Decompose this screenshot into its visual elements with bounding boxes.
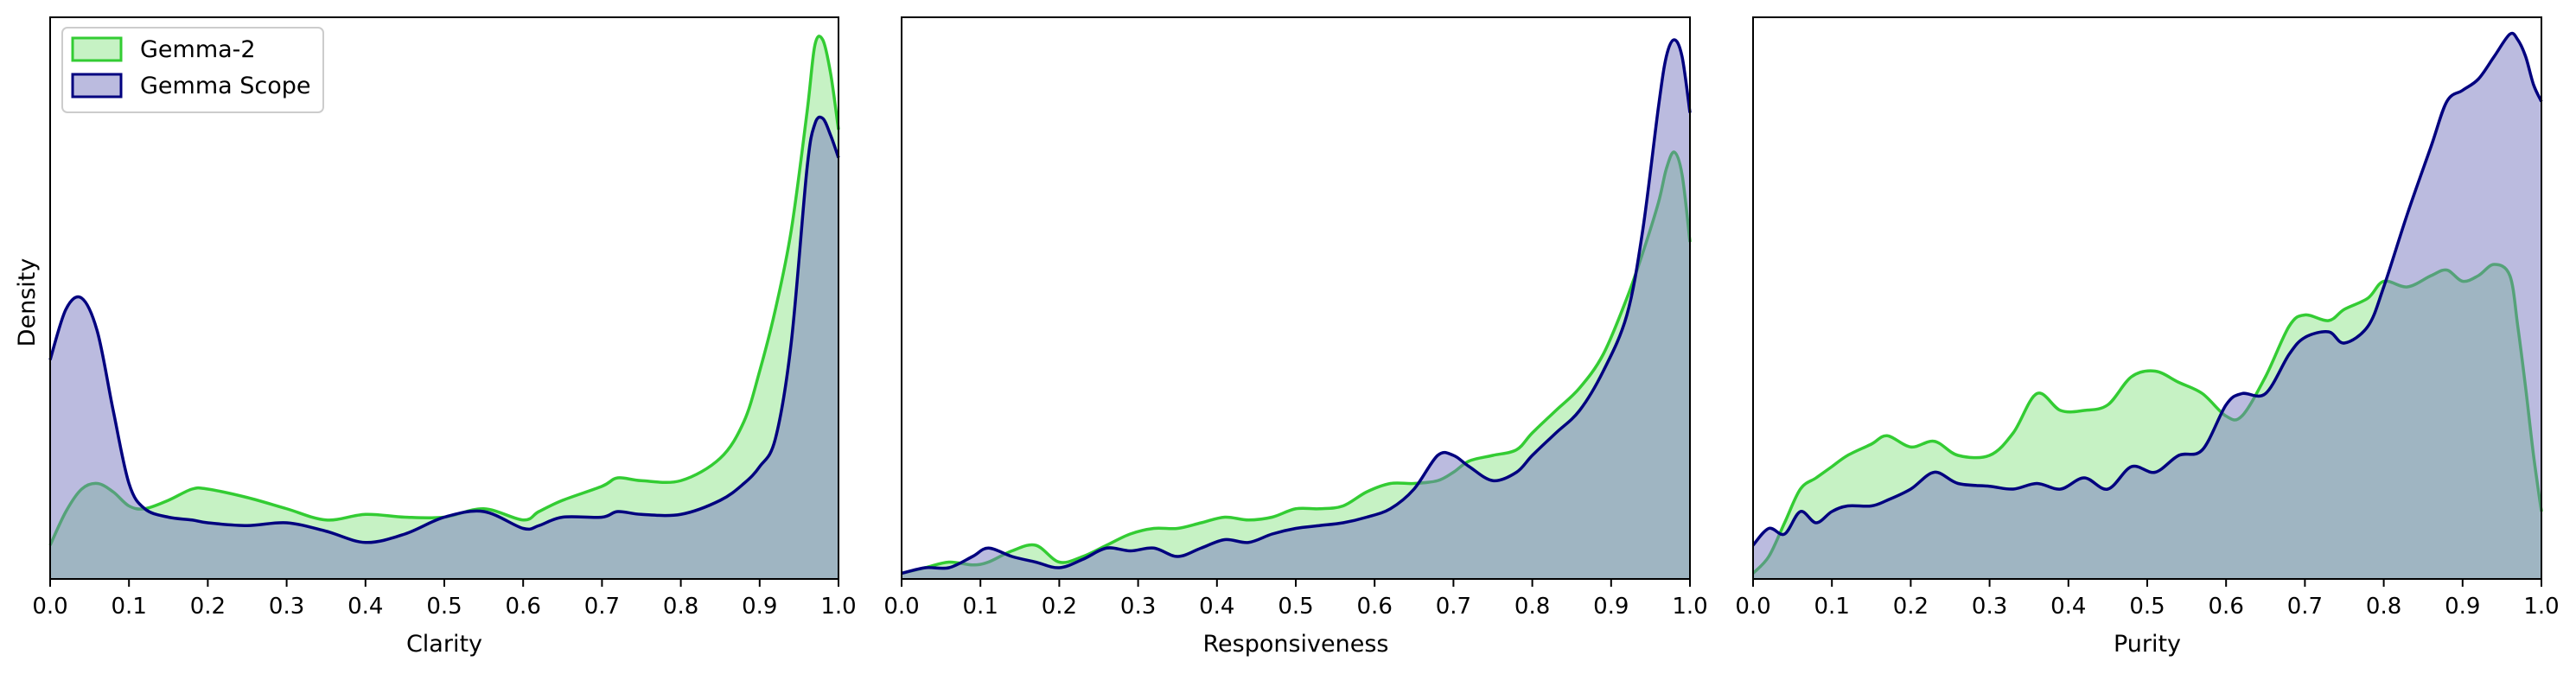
legend-swatch bbox=[71, 36, 123, 62]
legend: Gemma-2 Gemma Scope bbox=[61, 27, 324, 113]
area-gemma-scope bbox=[1753, 33, 2541, 580]
x-tick-label: 0.0 bbox=[883, 594, 919, 620]
line-gemma-scope bbox=[901, 38, 1692, 575]
x-tick-label: 0.1 bbox=[1814, 594, 1850, 620]
x-tick-label: 0.8 bbox=[1514, 594, 1550, 620]
line-gemma-2 bbox=[901, 150, 1692, 575]
legend-frame bbox=[61, 27, 324, 113]
line-gemma-scope bbox=[1751, 31, 2543, 547]
x-tick-label: 0.2 bbox=[1893, 594, 1929, 620]
x-tick-label: 0.6 bbox=[1357, 594, 1393, 620]
panel-responsiveness: 0.0 0.1 0.2 0.3 0.4 0.5 0.6 0.7 0.8 0.9 1.0 Respons… bbox=[883, 16, 1708, 658]
x-tick-label: 0.8 bbox=[2366, 594, 2401, 620]
x-tick-label: 0.4 bbox=[2050, 594, 2086, 620]
x-axis-label: Purity bbox=[2114, 631, 2181, 658]
area-gemma-scope bbox=[50, 117, 838, 580]
x-tick-label: 1.0 bbox=[2523, 594, 2559, 620]
x-tick-label: 0.5 bbox=[1278, 594, 1313, 620]
legend-swatch bbox=[71, 73, 123, 99]
x-tick-label: 0.3 bbox=[1972, 594, 2007, 620]
x-tick-label: 1.0 bbox=[820, 594, 856, 620]
legend-label: Gemma Scope bbox=[140, 73, 311, 99]
panel-clarity: 0.0 0.1 0.2 0.3 0.4 0.5 0.6 0.7 0.8 0.9 1.0 Clarity bbox=[32, 16, 857, 658]
legend-label: Gemma-2 bbox=[140, 36, 256, 63]
x-tick-label: 0.3 bbox=[269, 594, 304, 620]
x-tick-label: 0.7 bbox=[2287, 594, 2323, 620]
x-tick-label: 0.3 bbox=[1120, 594, 1156, 620]
x-tick-label: 0.0 bbox=[1735, 594, 1770, 620]
x-tick-label: 0.0 bbox=[32, 594, 67, 620]
x-tick-label: 0.8 bbox=[663, 594, 698, 620]
x-tick-label: 0.2 bbox=[1042, 594, 1077, 620]
x-tick-label: 0.9 bbox=[2445, 594, 2480, 620]
x-tick-label: 0.9 bbox=[1593, 594, 1629, 620]
x-axis-label: Clarity bbox=[406, 631, 482, 658]
x-tick-label: 0.7 bbox=[584, 594, 620, 620]
area-gemma-2 bbox=[50, 35, 838, 580]
x-tick-label: 0.4 bbox=[348, 594, 383, 620]
area-gemma-2 bbox=[902, 151, 1690, 579]
area-gemma-scope bbox=[902, 40, 1690, 579]
x-tick-label: 0.2 bbox=[190, 594, 226, 620]
x-tick-label: 0.1 bbox=[112, 594, 147, 620]
x-tick-label: 0.1 bbox=[963, 594, 998, 620]
y-axis-label: Density bbox=[14, 258, 41, 347]
x-tick-label: 0.6 bbox=[2209, 594, 2244, 620]
x-tick-label: 0.4 bbox=[1199, 594, 1234, 620]
x-tick-label: 0.6 bbox=[506, 594, 541, 620]
line-gemma-scope bbox=[48, 115, 840, 544]
x-tick-label: 0.5 bbox=[2129, 594, 2165, 620]
x-tick-label: 1.0 bbox=[1672, 594, 1707, 620]
x-tick-label: 0.5 bbox=[426, 594, 462, 620]
x-tick-label: 0.7 bbox=[1436, 594, 1471, 620]
x-tick-label: 0.9 bbox=[742, 594, 777, 620]
x-axis-label: Responsiveness bbox=[1202, 631, 1388, 658]
panel-purity: 0.0 0.1 0.2 0.3 0.4 0.5 0.6 0.7 0.8 0.9 1.0 Purity bbox=[1735, 16, 2560, 658]
